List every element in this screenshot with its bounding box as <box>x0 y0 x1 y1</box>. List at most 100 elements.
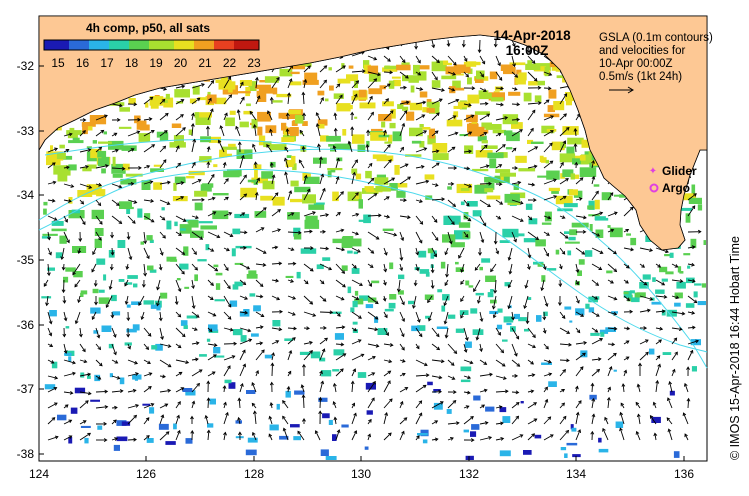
sst-pixel-patch <box>433 389 437 393</box>
velocity-arrow <box>559 195 567 201</box>
velocity-arrow <box>266 143 273 153</box>
sst-pixel-patch <box>231 248 236 257</box>
velocity-arrow <box>79 343 86 353</box>
velocity-arrow <box>140 311 145 321</box>
velocity-arrow <box>223 341 238 346</box>
velocity-arrow <box>543 215 552 220</box>
velocity-arrow <box>239 212 246 217</box>
velocity-arrow <box>320 326 327 330</box>
sst-pixel-patch <box>354 116 358 119</box>
velocity-arrow <box>91 311 97 320</box>
sst-pixel-patch <box>291 155 296 164</box>
velocity-arrow <box>190 415 194 424</box>
velocity-arrow <box>399 122 406 137</box>
sst-pixel-patch <box>506 322 512 326</box>
velocity-arrow <box>175 162 181 169</box>
sst-pixel-patch <box>676 207 693 211</box>
velocity-arrow <box>271 209 281 217</box>
velocity-arrow <box>543 231 550 236</box>
sst-pixel-patch <box>590 332 600 336</box>
sst-pixel-patch <box>366 410 373 415</box>
colorbar-segment <box>114 40 120 50</box>
sst-pixel-patch <box>693 291 698 298</box>
sst-pixel-patch <box>475 150 493 158</box>
sst-pixel-patch <box>234 281 243 287</box>
velocity-arrow <box>239 349 246 361</box>
sst-pixel-patch <box>472 168 489 172</box>
sst-pixel-patch <box>688 197 702 204</box>
sst-pixel-patch <box>103 274 107 281</box>
velocity-arrow <box>301 394 306 409</box>
sst-pixel-patch <box>290 424 300 428</box>
sst-pixel-patch <box>292 163 297 171</box>
sst-pixel-patch <box>551 189 559 194</box>
colorbar-segment <box>219 40 225 50</box>
velocity-arrow <box>367 327 379 332</box>
velocity-arrow <box>365 143 370 153</box>
sst-pixel-patch <box>249 293 256 297</box>
velocity-arrow <box>511 117 521 122</box>
sst-pixel-patch <box>587 205 594 210</box>
sst-pixel-patch <box>145 102 149 108</box>
sst-pixel-patch <box>158 423 169 430</box>
sst-pixel-patch <box>465 61 477 67</box>
velocity-arrow <box>351 212 360 217</box>
velocity-arrow <box>415 327 423 338</box>
velocity-arrow <box>95 421 108 426</box>
velocity-arrow <box>671 351 678 361</box>
velocity-arrow <box>287 326 297 331</box>
sst-pixel-patch <box>424 174 435 180</box>
sst-pixel-patch <box>283 126 288 136</box>
sst-pixel-patch <box>389 183 398 191</box>
colorbar-segment <box>144 40 150 50</box>
sst-pixel-patch <box>182 388 193 392</box>
sst-pixel-patch <box>516 69 522 75</box>
velocity-arrow <box>335 94 343 105</box>
sst-pixel-patch <box>410 85 415 93</box>
sst-pixel-patch <box>150 168 164 172</box>
velocity-arrow <box>463 343 468 353</box>
velocity-arrow <box>79 215 86 226</box>
sst-pixel-patch <box>50 145 53 152</box>
velocity-arrow <box>287 337 296 345</box>
sst-pixel-patch <box>125 173 143 177</box>
velocity-arrow <box>79 164 89 169</box>
sst-pixel-patch <box>93 330 99 334</box>
velocity-arrow <box>463 405 470 409</box>
sst-pixel-patch <box>527 60 533 65</box>
velocity-arrow <box>303 350 313 361</box>
velocity-arrow <box>653 432 658 441</box>
tick-marks <box>39 65 685 461</box>
velocity-arrow <box>303 295 314 305</box>
velocity-arrow <box>479 113 491 121</box>
velocity-arrow <box>207 231 221 239</box>
sst-pixel-patch <box>368 72 381 82</box>
velocity-arrow <box>511 434 524 441</box>
sst-pixel-patch <box>413 64 420 75</box>
velocity-arrow <box>268 415 273 425</box>
sst-pixel-patch <box>235 91 251 94</box>
sst-pixel-patch <box>515 155 527 163</box>
sst-pixel-patch <box>525 203 533 210</box>
sst-pixel-patch <box>155 343 163 351</box>
sst-pixel-patch <box>171 123 182 128</box>
velocity-arrow <box>127 181 135 186</box>
sst-pixel-patch <box>450 242 465 248</box>
velocity-arrow <box>303 246 314 250</box>
velocity-arrow <box>527 71 538 82</box>
velocity-arrow <box>285 112 290 121</box>
velocity-arrow <box>159 343 172 348</box>
sst-pixel-patch <box>569 320 573 323</box>
sst-pixel-patch <box>589 394 597 400</box>
velocity-arrow <box>95 164 109 169</box>
sst-pixel-patch <box>364 186 374 191</box>
sst-pixel-patch <box>691 184 696 194</box>
velocity-arrow <box>223 365 231 377</box>
sst-pixel-patch <box>388 80 395 89</box>
sst-pixel-patch <box>393 79 401 87</box>
velocity-arrow <box>79 372 92 377</box>
sst-pixel-patch <box>183 325 188 329</box>
colorbar-segment <box>119 40 125 50</box>
sst-pixel-patch <box>320 449 329 456</box>
sst-pixel-patch <box>649 348 655 355</box>
